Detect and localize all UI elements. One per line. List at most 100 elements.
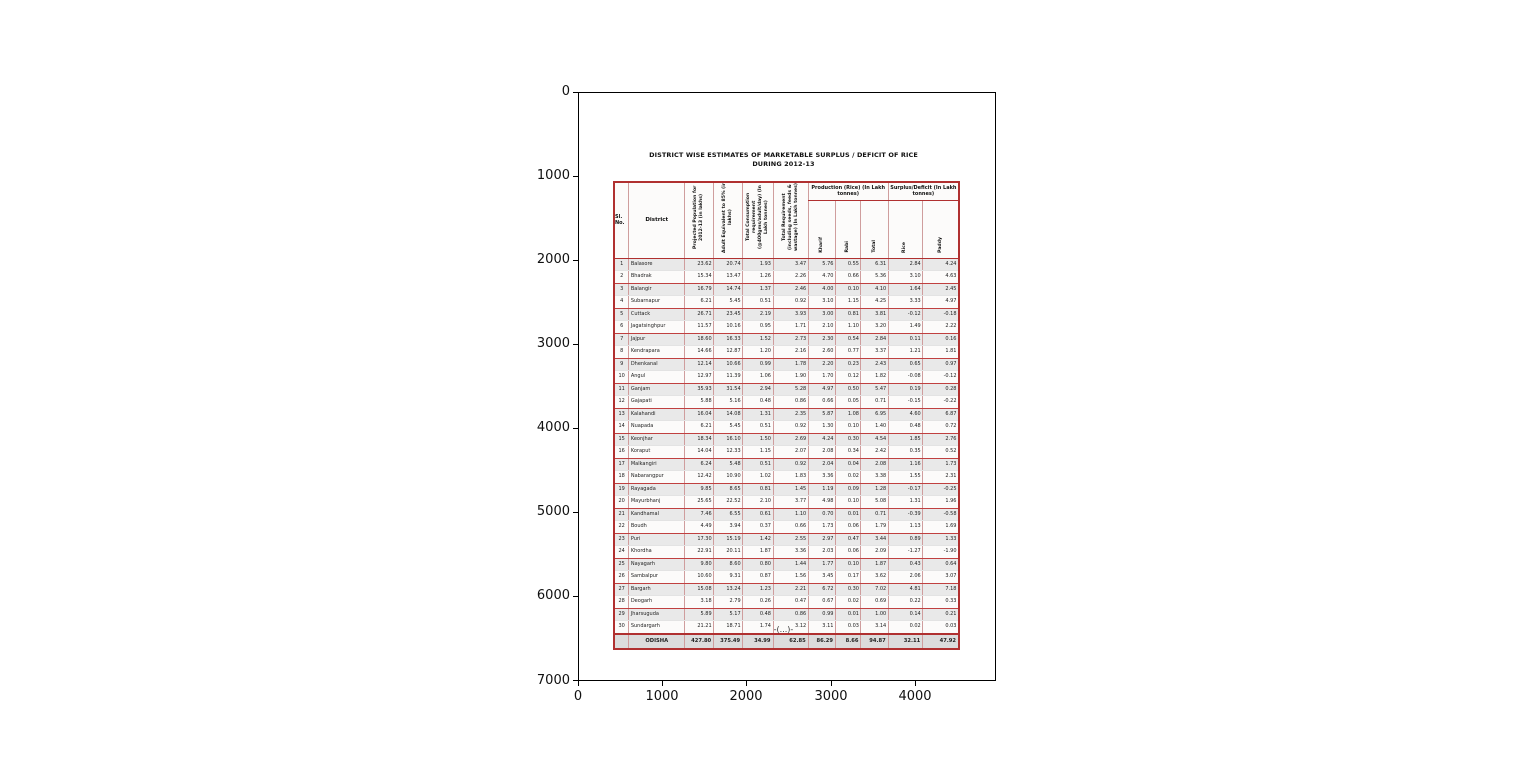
cell-value: 6.95	[860, 408, 889, 421]
cell-value: 1.37	[742, 283, 773, 296]
cell-value: 0.02	[834, 470, 861, 484]
cell-sl-no: 22	[613, 520, 629, 534]
cell-value: 6.55	[713, 508, 743, 521]
cell-district: Nuapada	[628, 420, 685, 434]
cell-district: Jajpur	[628, 333, 685, 346]
cell-value: 10.16	[713, 320, 743, 334]
header-sl-no: Sl. No.	[613, 182, 629, 259]
cell-value: 0.02	[834, 595, 861, 609]
cell-value: 2.97	[807, 533, 836, 546]
cell-value: -0.12	[887, 308, 923, 321]
cell-value: 22.91	[684, 545, 714, 559]
cell-value: 4.49	[684, 520, 714, 534]
cell-value: 11.39	[713, 370, 743, 384]
cell-value: 2.09	[860, 545, 889, 559]
table-row: 21 Kandhamal 7.46 6.55 0.61 1.10 0.70 0.01 0.71-…	[613, 508, 959, 521]
table-row: 28 Deogarh 3.18 2.79 0.26 0.47 0.67 0.02 0.69 0.2…	[613, 595, 959, 609]
y-tick-mark	[573, 428, 578, 429]
cell-value: 1.33	[922, 533, 959, 546]
table-row: 29 Jharsuguda 5.89 5.17 0.48 0.86 0.99 0.01 1.00…	[613, 608, 959, 621]
cell-value: 1.06	[742, 370, 773, 384]
header-total-requirement: Total Requirement (including seeds, feed…	[772, 182, 809, 259]
cell-sl-no: 19	[613, 483, 629, 496]
cell-value: 1.77	[807, 558, 836, 571]
x-tick-mark	[915, 681, 916, 686]
table-row: 3 Balangir 16.79 14.74 1.37 2.46 4.00 0.10 4.10 1…	[613, 283, 959, 296]
cell-sl-no: 18	[613, 470, 629, 484]
cell-value: 1.64	[887, 283, 923, 296]
cell-value: 23.62	[684, 258, 714, 271]
y-tick-mark	[573, 176, 578, 177]
cell-district: Bargarh	[628, 583, 685, 596]
cell-value: 14.04	[684, 445, 714, 459]
cell-district: Jagatsinghpur	[628, 320, 685, 334]
cell-sl-no: 27	[613, 583, 629, 596]
cell-value: 1.79	[860, 520, 889, 534]
cell-value: 0.86	[772, 395, 809, 409]
cell-sl-no: 10	[613, 370, 629, 384]
cell-value: -0.17	[887, 483, 923, 496]
y-tick-mark	[573, 596, 578, 597]
cell-district: Dhenkanal	[628, 358, 685, 371]
cell-value: 2.26	[772, 270, 809, 284]
cell-sl-no: 8	[613, 345, 629, 359]
cell-value: 26.71	[684, 308, 714, 321]
cell-value: 14.66	[684, 345, 714, 359]
cell-value: 0.30	[834, 583, 861, 596]
cell-value: 0.67	[807, 595, 836, 609]
cell-value: 0.66	[834, 270, 861, 284]
cell-district: Balasore	[628, 258, 685, 271]
y-tick-label: 0	[561, 84, 570, 99]
cell-value: 1.40	[860, 420, 889, 434]
cell-value: 1.08	[834, 408, 861, 421]
cell-sl-no: 28	[613, 595, 629, 609]
cell-value: 3.93	[772, 308, 809, 321]
cell-value: 4.24	[807, 433, 836, 446]
total-value-cell: 47.92	[922, 632, 959, 649]
cell-value: 0.70	[807, 508, 836, 521]
cell-value: 5.89	[684, 608, 714, 621]
cell-value: 2.16	[772, 345, 809, 359]
cell-value: 22.52	[713, 495, 743, 509]
cell-value: 0.80	[742, 558, 773, 571]
cell-district: Ganjam	[628, 383, 685, 396]
cell-value: 3.38	[860, 470, 889, 484]
cell-value: -1.90	[922, 545, 959, 559]
cell-value: 15.08	[684, 583, 714, 596]
cell-district: Deogarh	[628, 595, 685, 609]
cell-value: 4.25	[860, 295, 889, 309]
cell-value: 0.66	[807, 395, 836, 409]
page-footer-mark: -(...)-	[773, 625, 794, 634]
document-title: DISTRICT WISE ESTIMATES OF MARKETABLE SU…	[607, 151, 960, 168]
cell-district: Sambalpur	[628, 570, 685, 584]
cell-value: 1.81	[922, 345, 959, 359]
cell-value: 4.98	[807, 495, 836, 509]
y-tick-label: 2000	[536, 252, 570, 267]
cell-value: 2.08	[807, 445, 836, 459]
cell-value: 1.70	[807, 370, 836, 384]
table-row: 10 Angul 12.97 11.39 1.06 1.90 1.70 0.12 1.82 -0.…	[613, 370, 959, 384]
cell-value: -0.12	[922, 370, 959, 384]
cell-value: 0.99	[807, 608, 836, 621]
total-sl-cell	[613, 632, 629, 649]
cell-value: 0.30	[834, 433, 861, 446]
cell-value: 6.87	[922, 408, 959, 421]
cell-value: -0.18	[922, 308, 959, 321]
cell-value: 2.46	[772, 283, 809, 296]
cell-value: 4.97	[922, 295, 959, 309]
table-row: 26 Sambalpur 10.60 9.31 0.87 1.56 3.45 0.17 3.62…	[613, 570, 959, 584]
table-row: 20 Mayurbhanj 25.65 22.52 2.10 3.77 4.98 0.10 5.…	[613, 495, 959, 509]
cell-district: Balangir	[628, 283, 685, 296]
cell-value: 2.69	[772, 433, 809, 446]
cell-value: 0.51	[742, 458, 773, 471]
cell-value: 0.28	[922, 383, 959, 396]
cell-value: 3.77	[772, 495, 809, 509]
cell-sl-no: 24	[613, 545, 629, 559]
cell-value: 1.82	[860, 370, 889, 384]
cell-value: 1.31	[887, 495, 923, 509]
table-row: 19 Rayagada 9.85 8.65 0.81 1.45 1.19 0.09 1.28 -0…	[613, 483, 959, 496]
cell-value: 0.04	[834, 458, 861, 471]
cell-value: 0.51	[742, 420, 773, 434]
cell-value: 3.37	[860, 345, 889, 359]
table-row: 25 Nayagarh 9.80 8.60 0.80 1.44 1.77 0.10 1.87 0.…	[613, 558, 959, 571]
